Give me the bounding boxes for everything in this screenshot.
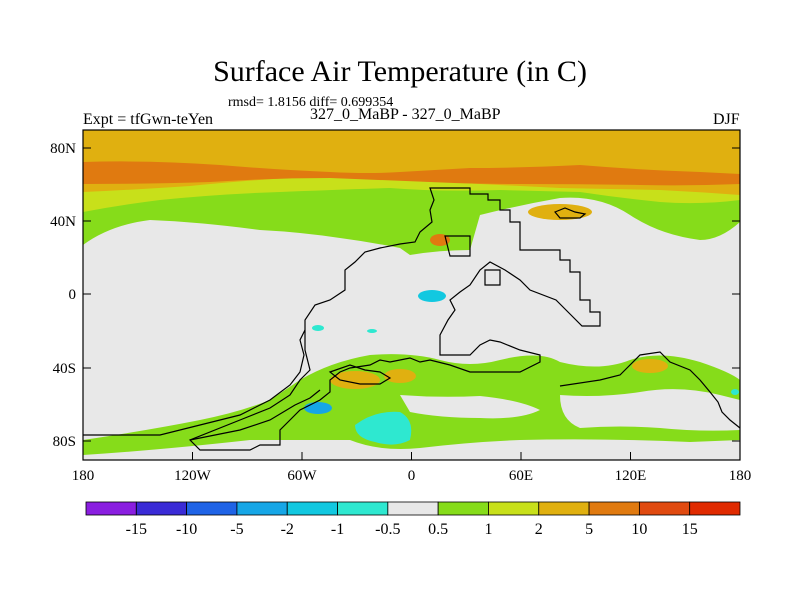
colorbar-label: -2 <box>281 521 294 538</box>
x-tick-180e: 180 <box>729 468 752 484</box>
field-patch-gold-3 <box>632 359 668 373</box>
colorbar-swatch <box>236 501 288 516</box>
subtitle-label: 327_0_MaBP - 327_0_MaBP <box>310 106 501 123</box>
field-patch-cyan-1 <box>355 411 412 445</box>
colorbar-swatch <box>85 501 137 516</box>
axis-ticks <box>82 147 741 460</box>
colorbar-label: -5 <box>230 521 243 538</box>
outline-main-continent <box>188 187 601 451</box>
colorbar-label: 2 <box>535 521 543 538</box>
colorbar <box>85 501 741 516</box>
field-band-north-gold-upper <box>83 142 740 163</box>
season-label: DJF <box>713 111 740 128</box>
outline-southern-rim <box>83 329 306 436</box>
outline-island-2 <box>484 269 501 286</box>
field-patch-cyan-2 <box>418 290 446 302</box>
y-tick-40n: 40N <box>50 214 76 230</box>
colorbar-labels: -15 -10 -5 -2 -1 -0.5 0.5 1 2 5 10 15 <box>126 521 698 538</box>
colorbar-swatch <box>387 501 439 516</box>
outline-south-continent <box>559 351 741 429</box>
field-south-light-2 <box>560 389 740 431</box>
x-tick-180w: 180 <box>72 468 95 484</box>
colorbar-swatch <box>286 501 338 516</box>
field-patch-gold-4 <box>528 204 592 220</box>
colorbar-label: 5 <box>585 521 593 538</box>
colorbar-label: -0.5 <box>375 521 400 538</box>
field-patch-gold-2 <box>384 369 416 383</box>
x-tick-120e: 120E <box>615 468 647 484</box>
colorbar-label: 15 <box>682 521 698 538</box>
colorbar-swatch <box>186 501 238 516</box>
colorbar-label: -15 <box>126 521 147 538</box>
field-south-light-3 <box>400 395 540 419</box>
field-band-north-orange <box>83 161 740 186</box>
continent-outlines <box>83 187 741 451</box>
y-tick-80s: 80S <box>53 434 76 450</box>
x-tick-60e: 60E <box>509 468 533 484</box>
colorbar-swatch <box>135 501 188 516</box>
x-tick-120w: 120W <box>174 468 212 484</box>
field-patch-cyan-6 <box>731 389 739 395</box>
stats-text: rmsd= 1.8156 diff= 0.699354 <box>228 95 394 110</box>
colorbar-label: 10 <box>631 521 647 538</box>
x-tick-0: 0 <box>408 468 416 484</box>
colorbar-swatch <box>588 501 640 516</box>
outline-southern-strip <box>189 389 321 441</box>
outline-inner-basin <box>328 364 392 385</box>
outline-island-1 <box>444 235 471 257</box>
colorbar-label: -10 <box>176 521 197 538</box>
plot-title: Surface Air Temperature (in C) <box>213 55 587 88</box>
field-patch-cyan-4 <box>312 325 324 331</box>
field-patch-cyan-3 <box>304 402 332 414</box>
y-tick-80n: 80N <box>50 141 76 157</box>
colorbar-swatch <box>337 501 389 516</box>
colorbar-label: 0.5 <box>428 521 448 538</box>
colorbar-swatch <box>437 501 489 516</box>
colorbar-swatch <box>488 501 540 516</box>
colorbar-swatch <box>538 501 590 516</box>
field-south-light-1 <box>83 439 740 460</box>
colorbar-label: 1 <box>484 521 492 538</box>
x-tick-60w: 60W <box>287 468 317 484</box>
outline-sea-basin <box>554 207 587 219</box>
field-patch-cyan-5 <box>367 329 377 333</box>
colorbar-label: -1 <box>331 521 344 538</box>
map-field <box>83 130 740 460</box>
colorbar-swatch <box>638 501 691 516</box>
colorbar-swatch <box>689 501 741 516</box>
y-tick-0: 0 <box>69 287 77 303</box>
experiment-label: Expt = tfGwn-teYen <box>83 111 214 128</box>
y-tick-40s: 40S <box>53 361 76 377</box>
